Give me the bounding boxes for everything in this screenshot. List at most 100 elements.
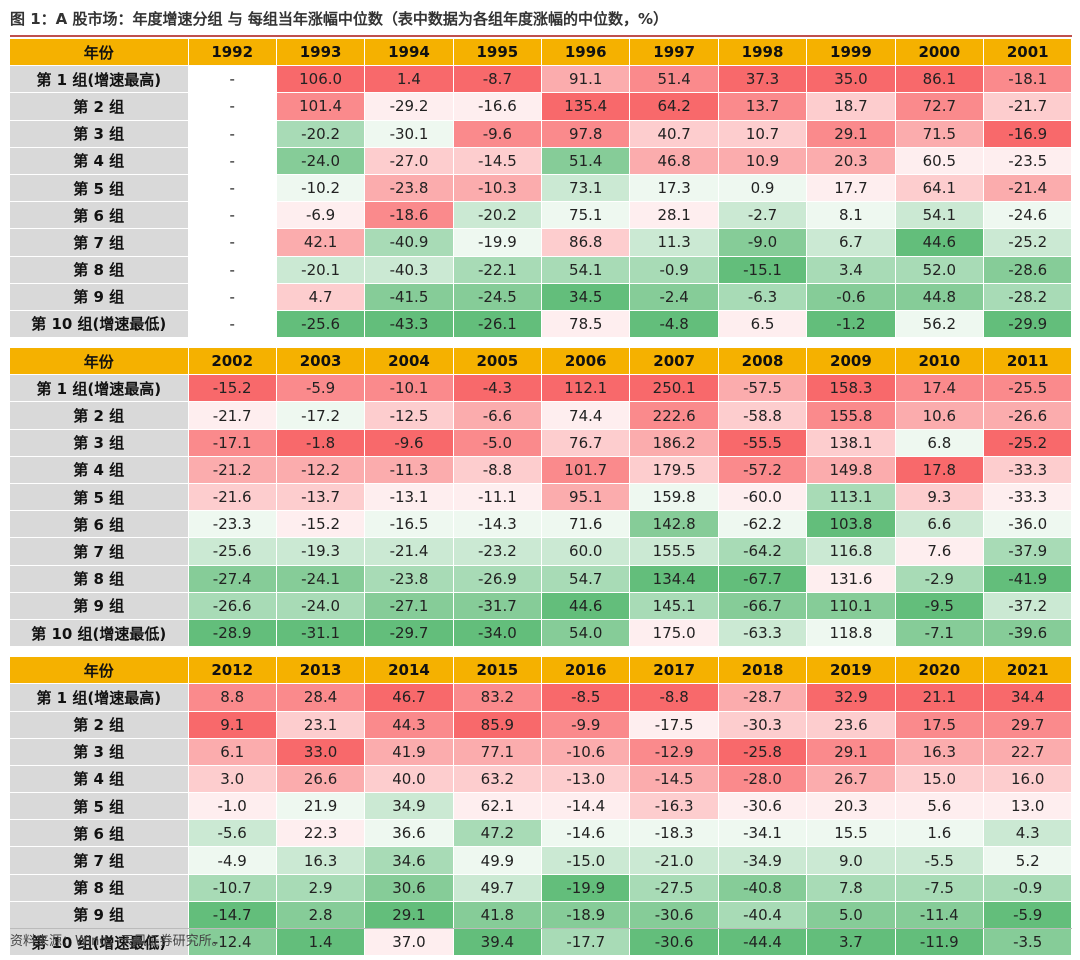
heatmap-cell: -25.2 [983,429,1073,457]
heatmap-cell: -25.6 [188,537,277,566]
heatmap-cell: 85.9 [453,711,543,739]
heatmap-cell: - [188,174,277,203]
heatmap-cell: 74.4 [541,401,631,430]
heatmap-cell: 63.2 [453,765,543,794]
heatmap-cell: 7.8 [806,874,896,902]
heatmap-cell: -24.1 [276,565,366,593]
year-header-cell: 2011 [983,347,1073,376]
heatmap-cell: 60.0 [541,537,631,566]
year-header-cell: 2015 [453,656,543,685]
heatmap-cell: -15.1 [718,256,808,284]
group-label: 第 5 组 [10,483,189,512]
heatmap-cell: -27.1 [364,592,454,620]
heatmap-cell: -34.0 [453,619,543,648]
block-gap [10,337,1073,349]
heatmap-cell: -21.0 [629,846,719,875]
heatmap-cell: -6.3 [718,283,808,311]
heatmap-cell: -33.3 [983,456,1073,485]
heatmap-cell: 54.1 [895,201,985,230]
source-note: 资料来源：Wind，天风证券研究所。 [10,934,225,949]
heatmap-cell: 138.1 [806,429,896,457]
heatmap-cell: -9.6 [364,429,454,457]
heatmap-cell: -14.5 [629,765,719,794]
heatmap-cell: 32.9 [806,683,896,712]
heatmap-cell: -29.7 [364,619,454,648]
group-row: 第 8 组 -27.4 -24.1 -23.8 -26.9 54.7 134.4 -67.7 1… [10,565,1073,593]
group-label: 第 8 组 [10,256,189,284]
heatmap-cell: -17.7 [541,928,631,957]
heatmap-cell: -18.6 [364,201,454,230]
heatmap-cell: -15.2 [276,510,366,539]
heatmap-cell: -62.2 [718,510,808,539]
heatmap-cell: 15.5 [806,819,896,848]
year-header-cell: 2009 [806,347,896,376]
year-header-cell: 2000 [895,39,985,67]
heatmap-cell: 9.0 [806,846,896,875]
heatmap-cell: -25.8 [718,738,808,766]
year-header-cell: 2010 [895,347,985,376]
group-label: 第 6 组 [10,510,189,539]
heatmap-cell: -30.6 [629,928,719,957]
heatmap-cell: -60.0 [718,483,808,512]
heatmap-cell: -14.6 [541,819,631,848]
heatmap-cell: -8.5 [541,683,631,712]
heatmap-cell: -19.9 [453,228,543,257]
group-label: 第 2 组 [10,401,189,430]
heatmap-cell: -31.1 [276,619,366,648]
figure-title: 图 1：A 股市场：年度增速分组 与 每组当年涨幅中位数（表中数据为各组年度涨幅… [10,10,668,28]
heatmap-cell: -22.1 [453,256,543,284]
heatmap-cell: 4.7 [276,283,366,311]
heatmap-cell: -19.9 [541,874,631,902]
heatmap-cell: -8.8 [629,683,719,712]
year-header-cell: 2019 [806,656,896,685]
heatmap-cell: 101.4 [276,92,366,121]
heatmap-cell: 37.0 [364,928,454,957]
heatmap-cell: 29.7 [983,711,1073,739]
heatmap-cell: 41.9 [364,738,454,766]
bottom-divider [10,928,1072,929]
heatmap-cell: 54.0 [541,619,631,648]
heatmap-cell: -26.9 [453,565,543,593]
group-row: 第 1 组(增速最高) 8.8 28.4 46.7 83.2 -8.5 -8.8 -28.7 3… [10,683,1073,712]
group-row: 第 7 组 -42.1 -40.9 -19.9 86.8 11.3 -9.0 6.7 44.6-… [10,228,1073,257]
heatmap-cell: 21.1 [895,683,985,712]
group-label: 第 6 组 [10,201,189,230]
group-label: 第 10 组(增速最低) [10,928,189,957]
heatmap-cell: -4.3 [453,374,543,403]
heatmap-cell: 18.7 [806,92,896,121]
year-header-cell: 1998 [718,39,808,67]
year-header-cell: 1994 [364,39,454,67]
year-header-cell: 1997 [629,39,719,67]
year-header-label: 年份 [10,39,189,67]
heatmap-cell: -0.9 [629,256,719,284]
group-label: 第 7 组 [10,846,189,875]
heatmap-cell: -43.3 [364,310,454,339]
group-row: 第 8 组 -10.7 2.9 30.6 49.7 -19.9 -27.5 -40.8 7.8-… [10,874,1073,902]
heatmap-cell: 5.0 [806,901,896,930]
heatmap-cell: -66.7 [718,592,808,620]
heatmap-cell: -67.7 [718,565,808,593]
heatmap-cell: 6.5 [718,310,808,339]
group-row: 第 5 组 - -10.2 -23.8 -10.3 73.1 17.3 0.9 17.7 64.1… [10,174,1073,203]
group-label: 第 7 组 [10,537,189,566]
heatmap-cell: 35.0 [806,65,896,94]
heatmap-cell: 8.1 [806,201,896,230]
heatmap-cell: -57.2 [718,456,808,485]
group-label: 第 9 组 [10,901,189,930]
heatmap-cell: 71.6 [541,510,631,539]
heatmap-cell: -16.3 [629,792,719,821]
heatmap-cell: -18.3 [629,819,719,848]
heatmap-cell: 39.4 [453,928,543,957]
group-row: 第 5 组 -21.6 -13.7 -13.1 -11.1 95.1 159.8 -60.0 1… [10,483,1073,512]
heatmap-cell: -21.4 [983,174,1073,203]
block-gap-cell [10,646,1073,658]
heatmap-cell: 40.0 [364,765,454,794]
heatmap-cell: 28.4 [276,683,366,712]
heatmap-cell: -20.2 [276,120,366,148]
group-label: 第 1 组(增速最高) [10,65,189,94]
heatmap-cell: 28.1 [629,201,719,230]
heatmap-cell: 134.4 [629,565,719,593]
year-header-cell: 2006 [541,347,631,376]
heatmap-cell: 72.7 [895,92,985,121]
heatmap-cell: 26.6 [276,765,366,794]
